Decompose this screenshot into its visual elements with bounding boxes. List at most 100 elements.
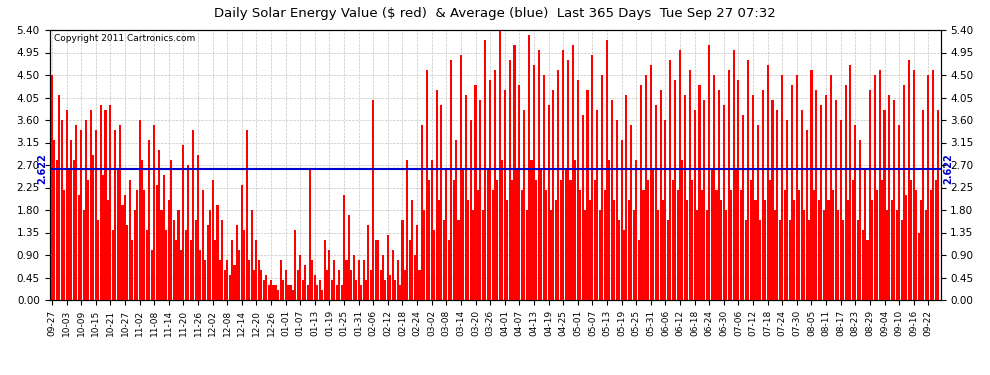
- Bar: [119, 125, 121, 300]
- Bar: [691, 180, 693, 300]
- Bar: [806, 130, 808, 300]
- Bar: [114, 130, 116, 300]
- Bar: [876, 190, 878, 300]
- Bar: [776, 110, 778, 300]
- Bar: [696, 210, 698, 300]
- Bar: [740, 190, 742, 300]
- Bar: [194, 220, 197, 300]
- Bar: [267, 285, 269, 300]
- Bar: [175, 240, 177, 300]
- Bar: [234, 265, 236, 300]
- Bar: [579, 190, 581, 300]
- Bar: [404, 270, 406, 300]
- Bar: [160, 210, 162, 300]
- Bar: [58, 95, 60, 300]
- Bar: [562, 50, 564, 300]
- Bar: [362, 260, 364, 300]
- Bar: [554, 200, 557, 300]
- Bar: [107, 200, 109, 300]
- Bar: [387, 235, 389, 300]
- Bar: [275, 285, 277, 300]
- Bar: [844, 85, 846, 300]
- Bar: [701, 190, 703, 300]
- Bar: [262, 280, 264, 300]
- Bar: [874, 75, 876, 300]
- Bar: [674, 80, 676, 300]
- Bar: [547, 105, 549, 300]
- Bar: [925, 210, 927, 300]
- Bar: [820, 105, 823, 300]
- Bar: [199, 250, 202, 300]
- Bar: [347, 215, 350, 300]
- Bar: [638, 240, 640, 300]
- Bar: [272, 285, 274, 300]
- Bar: [851, 180, 854, 300]
- Bar: [382, 255, 384, 300]
- Bar: [684, 95, 686, 300]
- Bar: [370, 270, 372, 300]
- Bar: [652, 170, 654, 300]
- Bar: [828, 200, 830, 300]
- Bar: [299, 255, 301, 300]
- Bar: [336, 285, 338, 300]
- Bar: [190, 240, 192, 300]
- Bar: [355, 280, 357, 300]
- Bar: [847, 200, 849, 300]
- Bar: [761, 90, 764, 300]
- Bar: [618, 220, 620, 300]
- Bar: [930, 190, 932, 300]
- Bar: [533, 65, 535, 300]
- Bar: [896, 210, 898, 300]
- Bar: [888, 95, 890, 300]
- Bar: [559, 180, 561, 300]
- Bar: [250, 210, 252, 300]
- Bar: [455, 140, 457, 300]
- Bar: [594, 180, 596, 300]
- Bar: [236, 225, 238, 300]
- Bar: [552, 90, 554, 300]
- Bar: [808, 220, 810, 300]
- Bar: [270, 280, 272, 300]
- Bar: [671, 180, 674, 300]
- Bar: [129, 180, 131, 300]
- Bar: [134, 210, 136, 300]
- Bar: [394, 280, 396, 300]
- Bar: [713, 75, 715, 300]
- Bar: [901, 220, 903, 300]
- Bar: [557, 70, 559, 300]
- Bar: [464, 95, 467, 300]
- Bar: [516, 170, 518, 300]
- Bar: [141, 160, 143, 300]
- Bar: [766, 65, 768, 300]
- Bar: [402, 220, 404, 300]
- Bar: [122, 205, 124, 300]
- Bar: [781, 75, 783, 300]
- Bar: [424, 210, 426, 300]
- Bar: [937, 110, 940, 300]
- Bar: [469, 120, 471, 300]
- Bar: [163, 175, 165, 300]
- Bar: [239, 250, 241, 300]
- Bar: [350, 270, 352, 300]
- Bar: [63, 190, 65, 300]
- Bar: [536, 180, 538, 300]
- Bar: [487, 170, 489, 300]
- Bar: [260, 270, 262, 300]
- Bar: [165, 230, 167, 300]
- Bar: [109, 105, 112, 300]
- Bar: [667, 220, 669, 300]
- Bar: [591, 55, 593, 300]
- Bar: [519, 85, 521, 300]
- Bar: [903, 85, 905, 300]
- Bar: [446, 170, 447, 300]
- Bar: [287, 285, 289, 300]
- Bar: [543, 75, 545, 300]
- Bar: [893, 100, 895, 300]
- Bar: [883, 110, 885, 300]
- Bar: [433, 230, 436, 300]
- Bar: [633, 210, 635, 300]
- Bar: [429, 180, 431, 300]
- Bar: [248, 260, 250, 300]
- Bar: [654, 105, 656, 300]
- Bar: [316, 285, 319, 300]
